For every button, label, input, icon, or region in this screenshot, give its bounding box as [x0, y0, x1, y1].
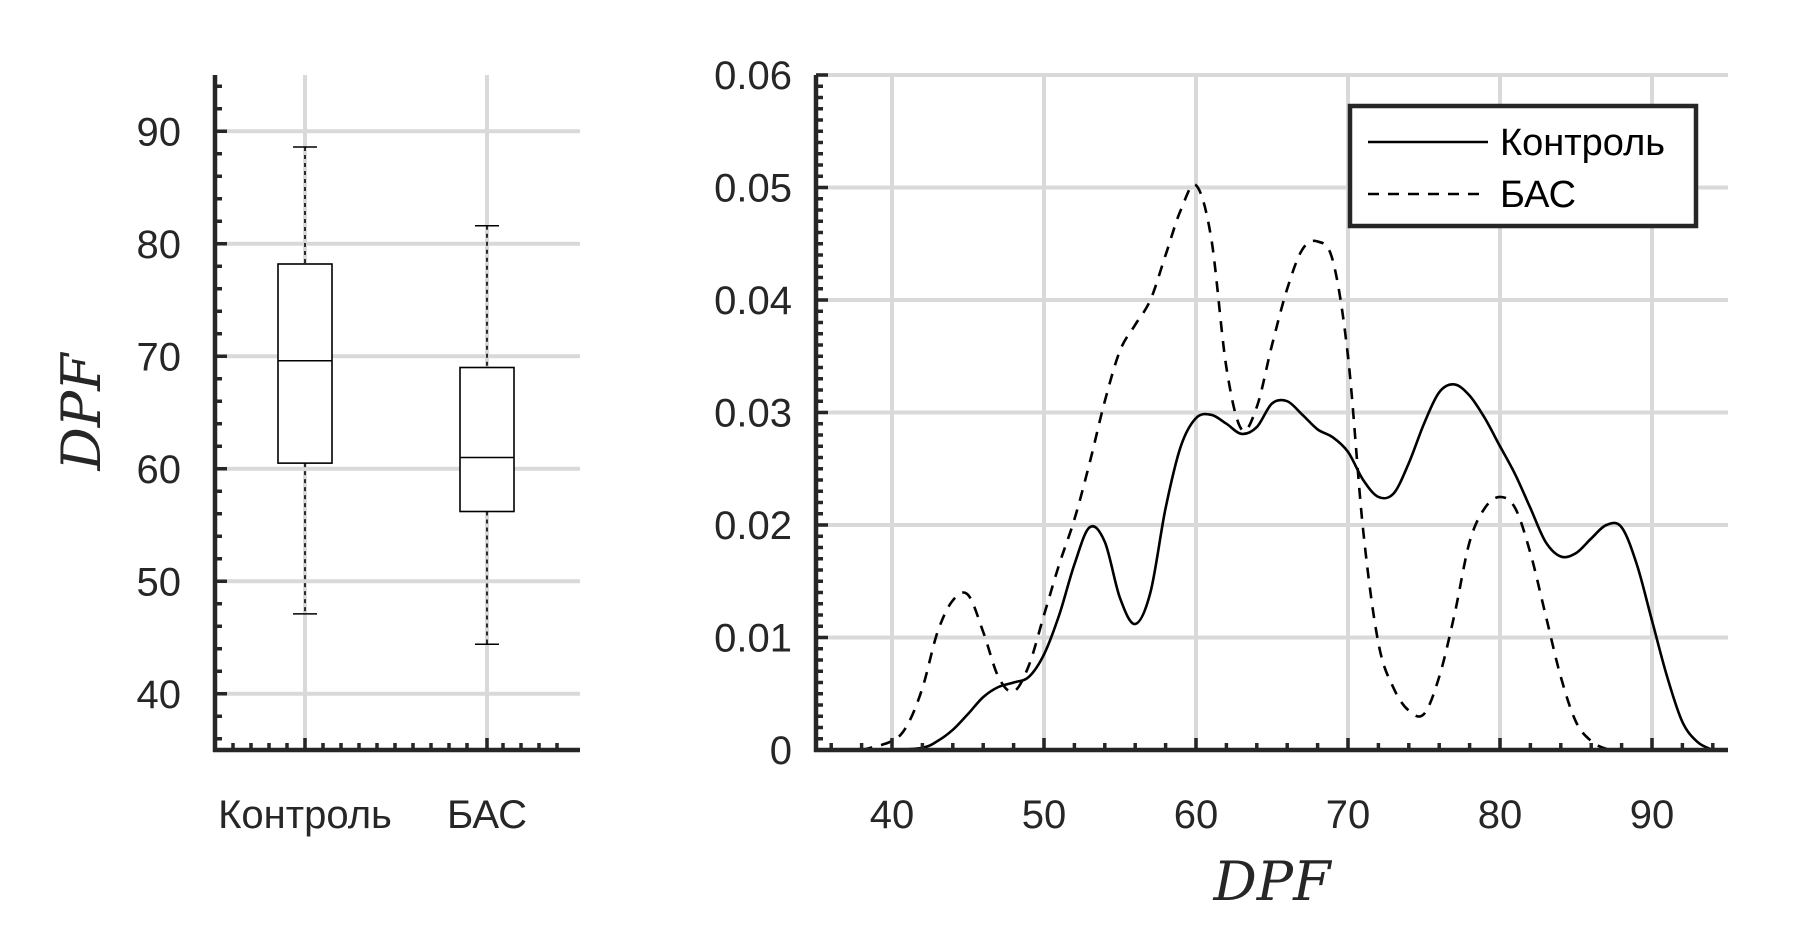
- density-y-tick-label: 0.06: [714, 54, 792, 98]
- box-y-tick-label: 60: [137, 448, 182, 492]
- density-x-tick-label: 80: [1478, 793, 1523, 837]
- box-category-label: БАС: [447, 793, 527, 837]
- legend-box: [1347, 103, 1699, 229]
- density-x-axis-label: DPF: [1212, 850, 1333, 913]
- box-axes: [212, 75, 580, 753]
- box-category-label: Контроль: [218, 793, 392, 837]
- density-labels: 0 0.01 0.02 0.03 0.04 0.05 0.06 40 50 60 70 80 90 DPF: [714, 54, 1674, 913]
- density-x-tick-label: 60: [1174, 793, 1219, 837]
- box-grid: [215, 75, 580, 750]
- box-rect: [277, 263, 333, 464]
- box-labels: 40 50 60 70 80 90 Контроль БАС DPF: [50, 110, 527, 837]
- density-y-tick-label: 0.05: [714, 167, 792, 211]
- box-rect: [459, 366, 515, 513]
- box-y-tick-label: 50: [137, 560, 182, 604]
- legend-label: БАС: [1500, 174, 1576, 216]
- density-x-tick-label: 50: [1022, 793, 1067, 837]
- box-plot-panel: 40 50 60 70 80 90 Контроль БАС DPF: [50, 75, 580, 837]
- box-boxes: [277, 146, 515, 646]
- box-y-tick-label: 70: [137, 335, 182, 379]
- density-line-dashed: [861, 183, 1622, 752]
- density-y-tick-label: 0: [770, 729, 792, 773]
- legend: Контроль БАС: [1347, 103, 1699, 229]
- box-y-axis-label: DPF: [50, 351, 113, 472]
- density-y-tick-label: 0.04: [714, 279, 792, 323]
- density-line-solid: [831, 382, 1714, 752]
- density-y-tick-label: 0.01: [714, 617, 792, 661]
- box-y-tick-label: 40: [137, 673, 182, 717]
- box-y-tick-label: 90: [137, 110, 182, 154]
- box-y-tick-label: 80: [137, 223, 182, 267]
- density-x-tick-label: 70: [1326, 793, 1371, 837]
- density-x-tick-label: 90: [1630, 793, 1675, 837]
- density-y-tick-label: 0.03: [714, 392, 792, 436]
- density-x-tick-label: 40: [870, 793, 915, 837]
- legend-label: Контроль: [1500, 122, 1665, 164]
- density-y-tick-label: 0.02: [714, 504, 792, 548]
- density-lines: [831, 183, 1714, 752]
- density-plot-panel: 0 0.01 0.02 0.03 0.04 0.05 0.06 40 50 60 70 80 90 DPF…: [714, 54, 1728, 913]
- density-axes: [813, 73, 1728, 753]
